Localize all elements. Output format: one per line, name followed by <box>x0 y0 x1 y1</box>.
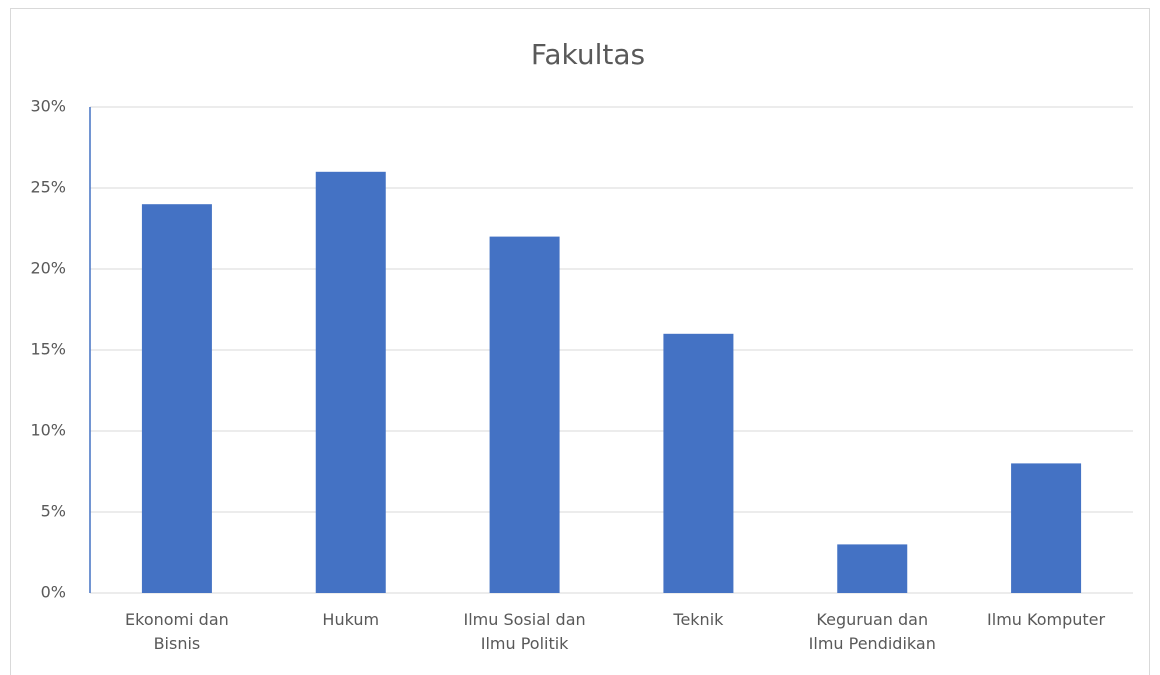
x-tick-label: Ilmu Komputer <box>987 610 1106 629</box>
bar <box>663 333 734 593</box>
y-tick-label: 10% <box>30 421 66 440</box>
bar <box>315 171 386 594</box>
chart-title: Fakultas <box>531 38 645 71</box>
y-tick-label: 30% <box>30 97 66 116</box>
chart-frame <box>10 8 1150 675</box>
bar <box>489 236 560 593</box>
x-tick-label: Ilmu Sosial dan Ilmu Politik <box>463 610 586 653</box>
bar <box>141 204 212 593</box>
y-tick-label: 0% <box>41 583 66 602</box>
bar <box>1011 463 1082 593</box>
x-tick-label: Keguruan dan Ilmu Pendidikan <box>808 610 936 653</box>
x-tick-label: Hukum <box>322 610 380 629</box>
y-tick-label: 20% <box>30 259 66 278</box>
bar <box>837 544 908 593</box>
y-tick-label: 5% <box>41 502 66 521</box>
y-tick-label: 15% <box>30 340 66 359</box>
x-tick-label: Ekonomi dan Bisnis <box>125 610 229 653</box>
x-tick-label: Teknik <box>673 610 724 629</box>
y-tick-label: 25% <box>30 178 66 197</box>
